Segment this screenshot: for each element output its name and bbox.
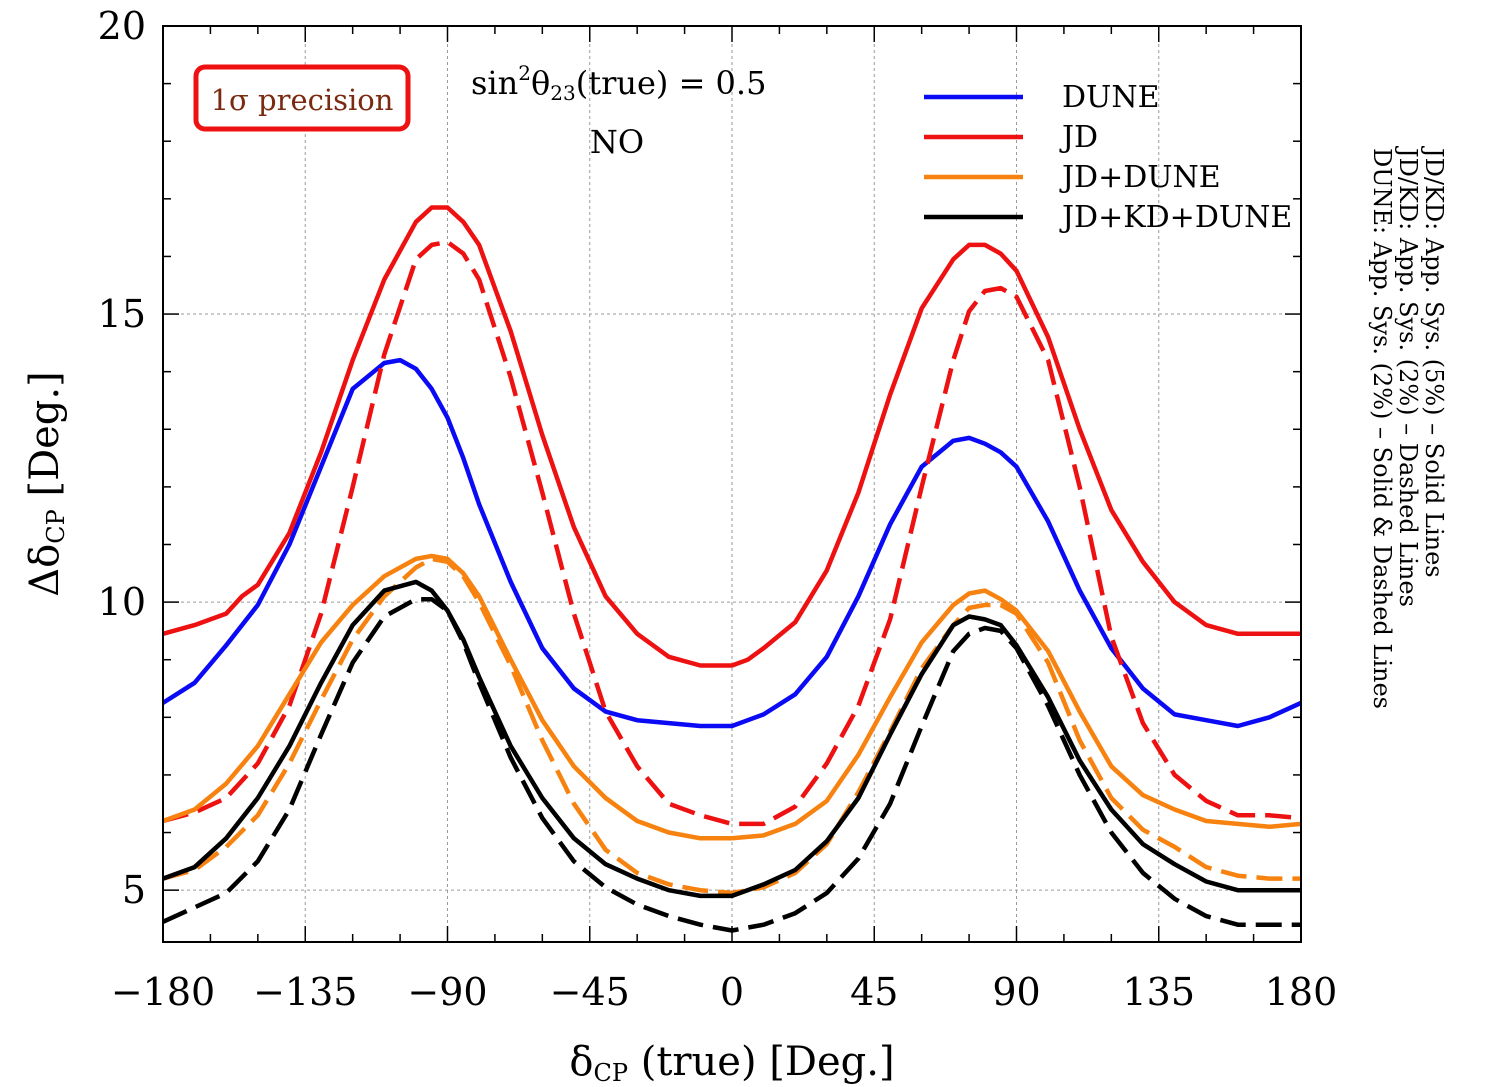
- series-line-jd-solid: [162, 205, 1301, 668]
- series-line-dune-solid: [161, 357, 1302, 729]
- x-tick-label: 90: [992, 970, 1040, 1014]
- series-line-jd-kd-dune-solid: [162, 579, 1301, 899]
- y-tick-label: 10: [98, 580, 146, 624]
- axis-ticks: [162, 25, 1302, 942]
- legend-label-jd-kd-dune: JD+KD+DUNE: [1059, 200, 1292, 235]
- y-tick-label: 5: [122, 868, 146, 912]
- y-tick-label: 20: [98, 4, 146, 48]
- x-tick-label: −90: [407, 970, 487, 1014]
- theta-annotation: sin2θ23(true) = 0.5: [471, 61, 766, 105]
- x-tick-label: 135: [1122, 970, 1195, 1014]
- legend-label-jd-dune: JD+DUNE: [1059, 160, 1221, 195]
- y-tick-label: 15: [98, 292, 146, 336]
- x-tick-label: −45: [550, 970, 630, 1014]
- side-note-1: JD/KD: App. Sys. (5%) – Solid Lines: [1420, 145, 1448, 578]
- x-tick-label: −135: [253, 970, 357, 1014]
- legend: DUNE JD JD+DUNE JD+KD+DUNE: [924, 80, 1292, 235]
- precision-box-frame: [193, 64, 411, 132]
- x-tick-label: 0: [720, 970, 744, 1014]
- legend-label-jd: JD: [1059, 120, 1098, 155]
- y-axis-label: ΔδCP [Deg.]: [22, 371, 70, 596]
- x-tick-label: 45: [850, 970, 898, 1014]
- precision-box: 1σ precision: [193, 64, 411, 132]
- x-axis-label: δCP (true) [Deg.]: [569, 1039, 894, 1087]
- side-notes: JD/KD: App. Sys. (5%) – Solid Lines JD/K…: [1368, 145, 1448, 709]
- series-line-jd-dashed: [162, 239, 1302, 827]
- x-tick-label: −180: [111, 970, 215, 1014]
- side-note-3: DUNE: App. Sys. (2%) – Solid & Dashed Li…: [1368, 148, 1396, 709]
- series-line-jd-dune-dashed: [162, 556, 1301, 896]
- x-tick-label: 180: [1265, 970, 1338, 1014]
- ordering-annotation: NO: [590, 123, 644, 161]
- precision-box-label: 1σ precision: [211, 83, 394, 117]
- legend-label-dune: DUNE: [1062, 80, 1160, 115]
- series-line-jd-dune-solid: [162, 553, 1302, 841]
- tick-labels: −180 −135 −90 −45 0 45 90 135 180 5 10 15 20: [98, 4, 1338, 1014]
- side-note-2: JD/KD: App. Sys. (2%) – Dashed Lines: [1394, 145, 1422, 607]
